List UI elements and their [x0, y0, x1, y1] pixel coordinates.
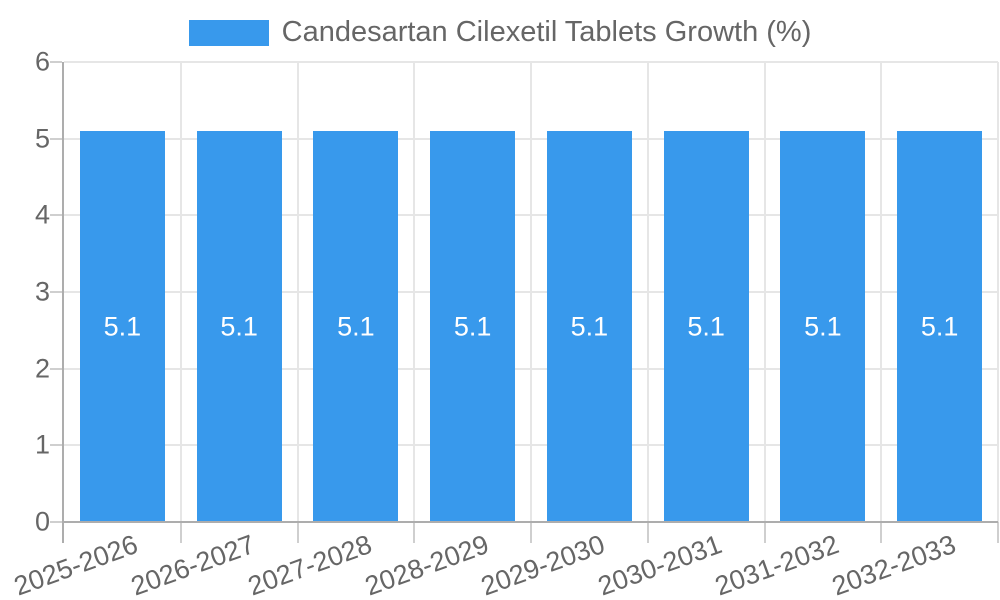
bar-value-label: 5.1: [337, 311, 375, 341]
bar-2025-2026[interactable]: [79, 131, 165, 521]
y-tick-label: 5: [34, 123, 50, 154]
bar-2027-2028[interactable]: [313, 131, 399, 521]
bar-value-label: 5.1: [804, 311, 842, 341]
x-tick-label: 2030-2031: [594, 529, 726, 600]
x-tick-label: 2028-2029: [360, 529, 493, 600]
x-tick-label: 2026-2027: [127, 529, 259, 600]
v-gridline: [646, 62, 649, 522]
y-tick-mark: [50, 291, 62, 293]
v-gridline: [530, 62, 532, 522]
y-tick-label: 2: [34, 353, 50, 384]
bar-2026-2027[interactable]: [196, 131, 282, 521]
v-gridline: [179, 62, 182, 522]
y-tick-mark: [50, 521, 62, 523]
y-tick-label: 4: [34, 199, 50, 230]
x-tick-label: 2031-2032: [710, 529, 843, 600]
x-tick-label: 2027-2028: [243, 529, 376, 600]
bar-2032-2033[interactable]: [897, 131, 983, 521]
x-tick-label: 2029-2030: [477, 529, 609, 600]
v-gridline: [296, 62, 299, 522]
y-tick-mark: [50, 137, 62, 140]
bar-2030-2031[interactable]: [663, 131, 749, 521]
v-gridline: [763, 62, 766, 522]
chart-legend-item[interactable]: Candesartan Cilexetil Tablets Growth (%): [0, 18, 1000, 47]
y-tick-mark: [50, 61, 62, 63]
x-axis-line: [62, 521, 998, 523]
bar-2028-2029[interactable]: [430, 131, 516, 521]
bar-2029-2030[interactable]: [546, 131, 632, 521]
x-tick-mark: [179, 522, 182, 543]
v-gridline: [880, 62, 883, 522]
bar-value-label: 5.1: [570, 311, 609, 341]
bar-value-label: 5.1: [103, 311, 142, 341]
y-tick-label: 0: [34, 506, 50, 537]
bar-value-label: 5.1: [220, 311, 258, 341]
x-tick-label: 2032-2033: [827, 529, 960, 600]
v-gridline: [997, 62, 999, 522]
bar-value-label: 5.1: [920, 311, 959, 341]
y-axis-line: [62, 62, 64, 543]
y-tick-mark: [50, 444, 62, 447]
bar-value-label: 5.1: [453, 311, 492, 341]
x-tick-mark: [296, 522, 299, 543]
bar-2031-2032[interactable]: [780, 131, 866, 521]
x-tick-mark: [530, 522, 532, 543]
x-tick-mark: [646, 522, 649, 543]
x-tick-mark: [413, 522, 416, 543]
legend-swatch-icon: [188, 19, 269, 46]
v-gridline: [413, 62, 416, 522]
y-tick-mark: [50, 367, 62, 370]
bar-value-label: 5.1: [687, 311, 725, 341]
x-tick-label: 2025-2026: [10, 529, 142, 600]
x-tick-mark: [763, 522, 766, 543]
legend-label: Candesartan Cilexetil Tablets Growth (%): [281, 16, 812, 48]
y-tick-label: 6: [34, 46, 50, 77]
y-tick-label: 3: [34, 276, 50, 307]
x-tick-mark: [997, 522, 999, 543]
y-tick-label: 1: [34, 429, 50, 460]
x-tick-mark: [880, 522, 883, 543]
y-tick-mark: [50, 214, 62, 217]
